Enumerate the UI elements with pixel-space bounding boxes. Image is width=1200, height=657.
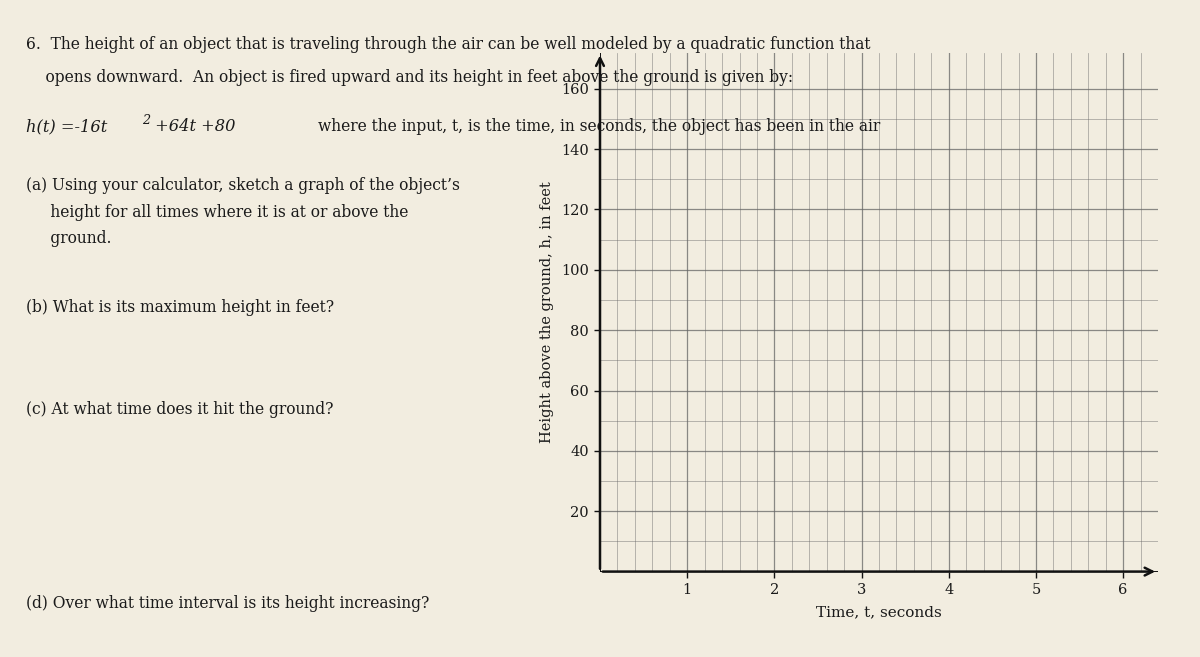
Text: 6.  The height of an object that is traveling through the air can be well modele: 6. The height of an object that is trave… [26,36,871,53]
Text: ground.: ground. [26,230,112,247]
Y-axis label: Height above the ground, h, in feet: Height above the ground, h, in feet [540,181,554,443]
Text: (c) At what time does it hit the ground?: (c) At what time does it hit the ground? [26,401,334,418]
Text: opens downward.  An object is fired upward and its height in feet above the grou: opens downward. An object is fired upwar… [26,69,793,86]
Text: height for all times where it is at or above the: height for all times where it is at or a… [26,204,409,221]
Text: (d) Over what time interval is its height increasing?: (d) Over what time interval is its heigh… [26,595,430,612]
Text: 2: 2 [142,114,150,127]
Text: where the input, t, is the time, in seconds, the object has been in the air: where the input, t, is the time, in seco… [318,118,881,135]
X-axis label: Time, t, seconds: Time, t, seconds [816,605,942,619]
Text: (a) Using your calculator, sketch a graph of the object’s: (a) Using your calculator, sketch a grap… [26,177,461,194]
Text: h(t) =-16t: h(t) =-16t [26,118,108,135]
Text: (b) What is its maximum height in feet?: (b) What is its maximum height in feet? [26,299,335,316]
Text: +64t +80: +64t +80 [150,118,235,135]
